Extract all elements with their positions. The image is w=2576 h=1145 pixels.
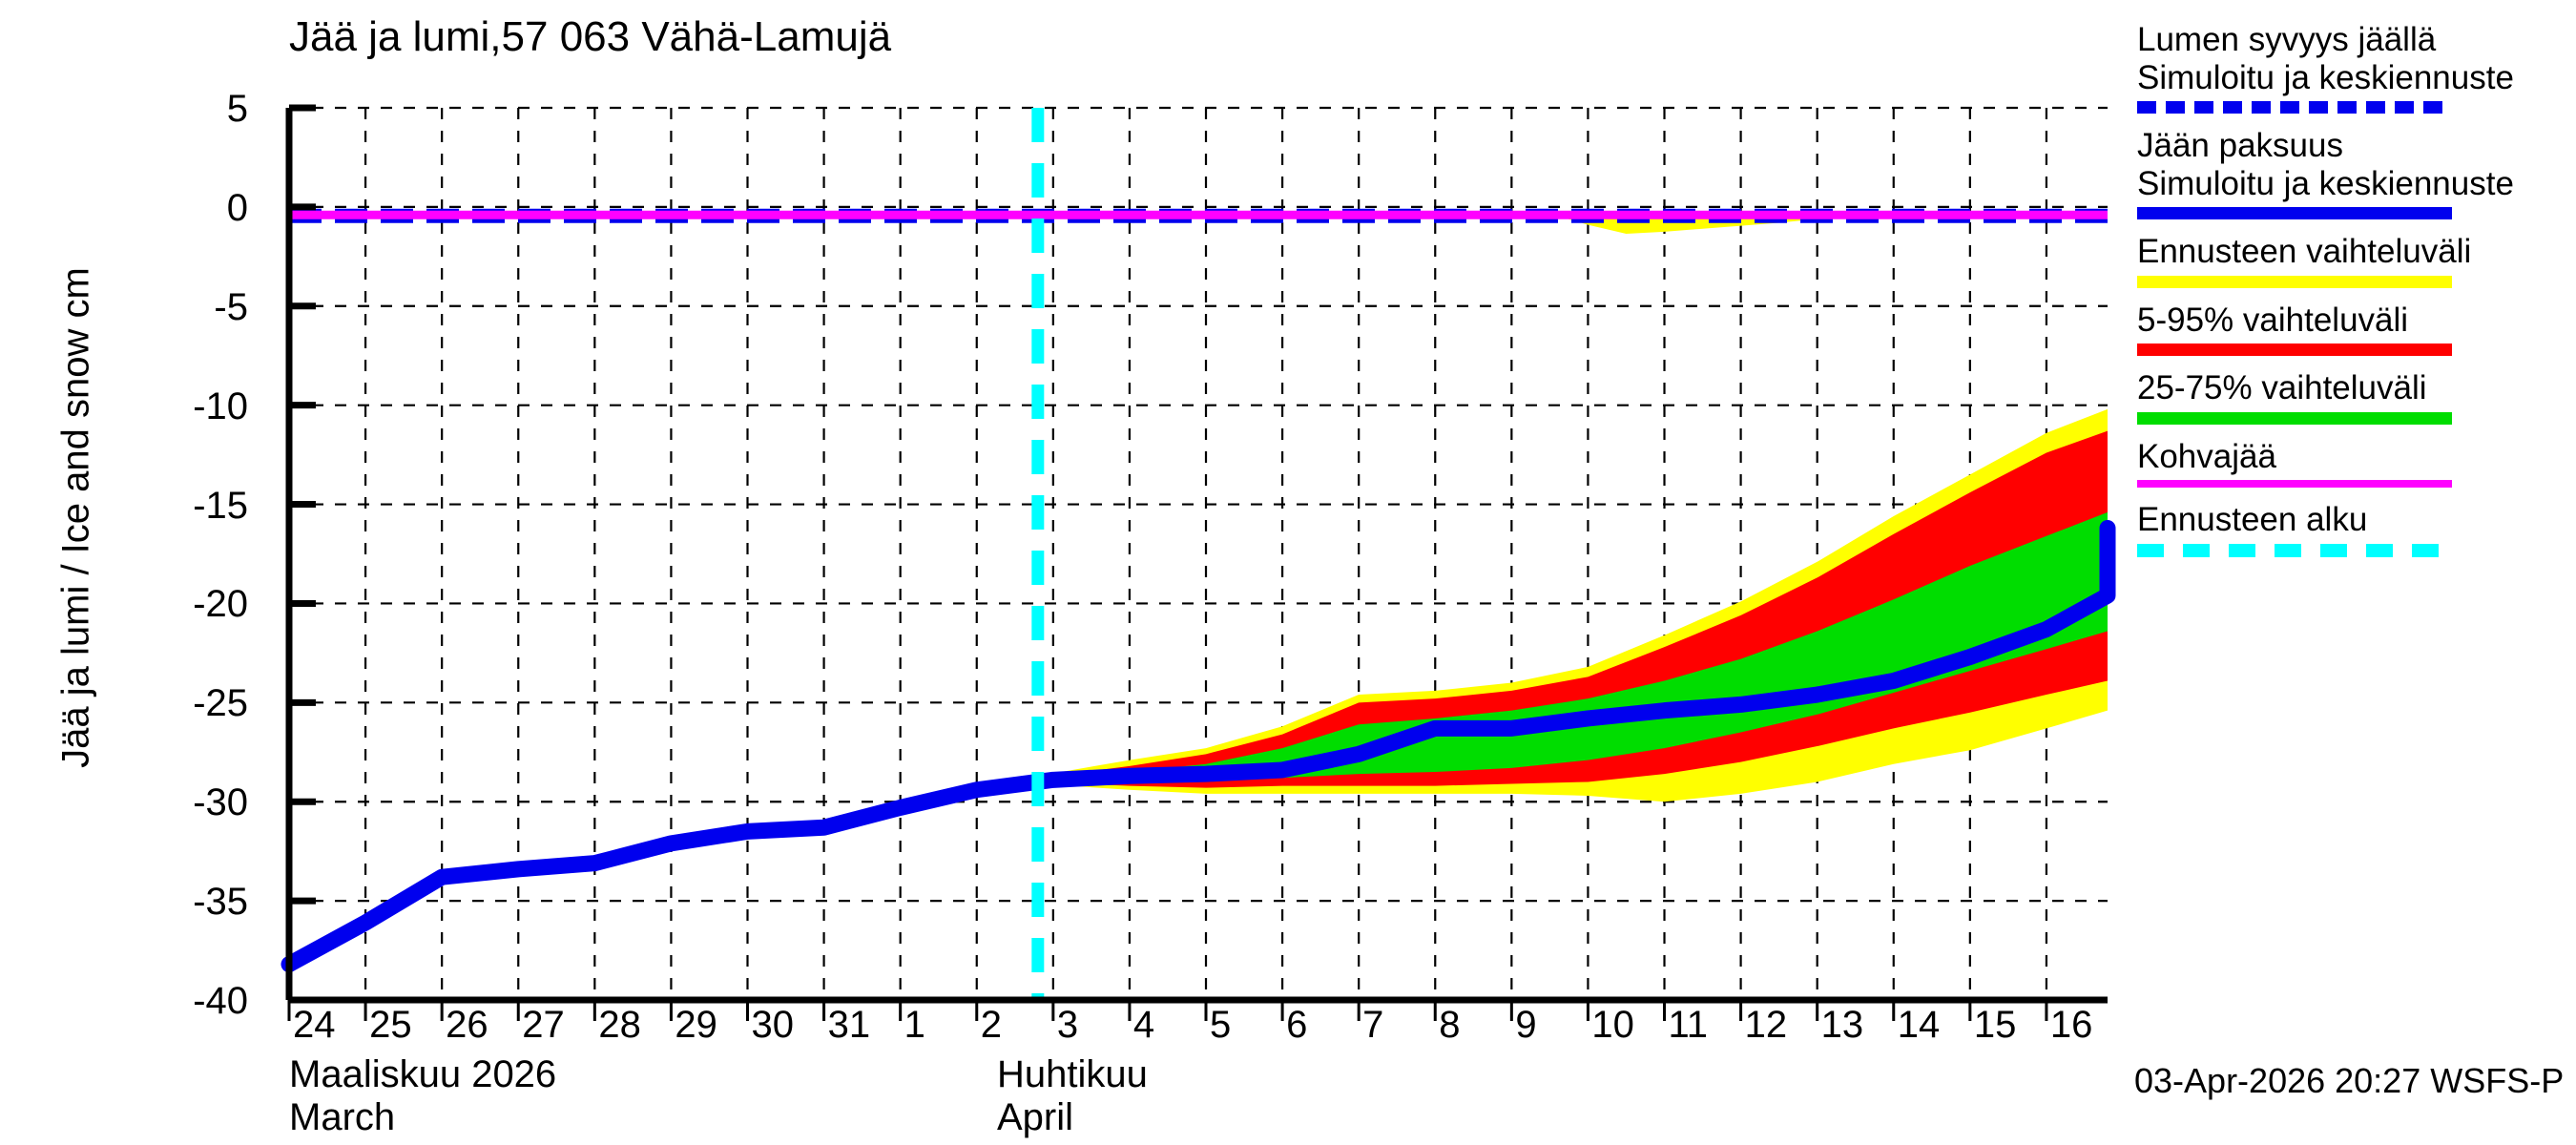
- legend-label: Lumen syvyys jäällä: [2137, 21, 2437, 58]
- legend-swatch: [2137, 411, 2452, 425]
- timestamp-footer: 03-Apr-2026 20:27 WSFS-P: [2134, 1061, 2565, 1100]
- y-tick-label: -30: [193, 781, 248, 824]
- x-tick-label: 11: [1668, 1004, 1709, 1046]
- legend-item: Kohvajää: [2137, 438, 2566, 489]
- y-tick-label: -20: [193, 583, 248, 626]
- x-tick-label: 28: [598, 1004, 641, 1046]
- legend-label: Jään paksuus: [2137, 127, 2343, 165]
- y-tick-label: -40: [193, 980, 248, 1022]
- x-tick-label: 5: [1210, 1004, 1232, 1046]
- x-tick-label: 2: [980, 1004, 1002, 1046]
- x-tick-label: 31: [827, 1004, 871, 1046]
- x-tick-label: 10: [1591, 1004, 1634, 1046]
- y-tick-label: -35: [193, 881, 248, 924]
- legend-label: Ennusteen alku: [2137, 501, 2368, 539]
- x-tick-label: 30: [751, 1004, 795, 1046]
- y-tick-label: 0: [226, 186, 248, 229]
- x-tick-label: 4: [1132, 1004, 1155, 1046]
- x-tick-label: 7: [1362, 1004, 1384, 1046]
- ice-thickness-line: [280, 519, 2116, 973]
- x-tick-label: 16: [2049, 1004, 2093, 1046]
- chart-legend: Lumen syvyys jäällä Simuloitu ja keskienn…: [2137, 21, 2566, 571]
- legend-swatch: [2137, 543, 2452, 557]
- x-tick-label: 1: [904, 1004, 925, 1046]
- legend-swatch: [2137, 480, 2452, 489]
- x-tick-label: 27: [522, 1004, 565, 1046]
- y-tick-label: -10: [193, 385, 248, 427]
- month-label-april-fi: Huhtikuu: [997, 1053, 1148, 1095]
- x-tick-label: 3: [1056, 1004, 1079, 1046]
- month-label-april: Huhtikuu April: [997, 1053, 1148, 1139]
- month-label-march: Maaliskuu 2026 March: [289, 1053, 556, 1139]
- month-label-march-en: March: [289, 1095, 396, 1138]
- page-title: Jää ja lumi,57 063 Vähä-Lamujä: [289, 13, 892, 60]
- x-tick-label: 29: [675, 1004, 717, 1046]
- legend-label: 5-95% vaihteluväli: [2137, 301, 2409, 339]
- legend-item: Ennusteen vaihteluväli: [2137, 233, 2566, 288]
- x-tick-label: 25: [369, 1004, 412, 1046]
- legend-item: 25-75% vaihteluväli: [2137, 369, 2566, 425]
- legend-swatch: [2137, 275, 2452, 288]
- legend-swatch: [2137, 207, 2452, 220]
- legend-sublabel: Simuloitu ja keskiennuste: [2137, 58, 2514, 96]
- x-tick-label: 14: [1897, 1004, 1941, 1046]
- month-label-march-fi: Maaliskuu 2026: [289, 1053, 557, 1095]
- x-tick-label: 24: [293, 1004, 336, 1046]
- x-tick-label: 15: [1973, 1004, 2017, 1046]
- legend-item: Lumen syvyys jäällä Simuloitu ja keskienn…: [2137, 21, 2566, 114]
- y-tick-label: -15: [193, 484, 248, 527]
- legend-item: Jään paksuus Simuloitu ja keskiennuste: [2137, 127, 2566, 220]
- x-tick-label: 8: [1439, 1004, 1461, 1046]
- y-tick-label: -5: [214, 285, 248, 328]
- x-tick-label: 9: [1515, 1004, 1537, 1046]
- x-tick-label: 6: [1286, 1004, 1308, 1046]
- x-tick-label: 13: [1820, 1004, 1864, 1046]
- y-tick-label: 5: [226, 88, 248, 130]
- legend-item: Ennusteen alku: [2137, 501, 2566, 557]
- legend-label: Kohvajää: [2137, 437, 2276, 475]
- legend-label: Ennusteen vaihteluväli: [2137, 233, 2472, 271]
- legend-item: 5-95% vaihteluväli: [2137, 302, 2566, 357]
- x-tick-label: 12: [1744, 1004, 1788, 1046]
- legend-sublabel: Simuloitu ja keskiennuste: [2137, 164, 2514, 202]
- legend-label: 25-75% vaihteluväli: [2137, 369, 2427, 407]
- legend-swatch: [2137, 344, 2452, 357]
- legend-swatch: [2137, 101, 2452, 114]
- x-tick-label: 26: [446, 1004, 488, 1046]
- month-label-april-en: April: [997, 1095, 1074, 1138]
- y-tick-label: -25: [193, 682, 248, 725]
